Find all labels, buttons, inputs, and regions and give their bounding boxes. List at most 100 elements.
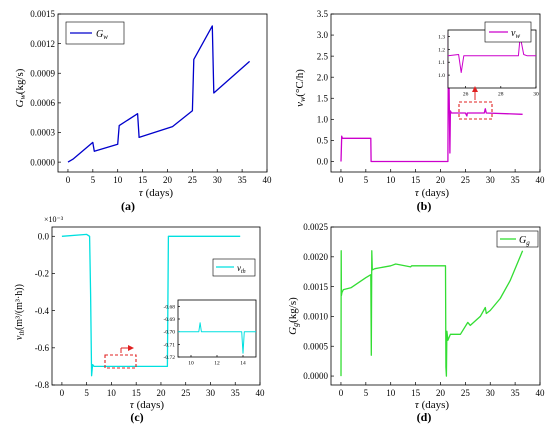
panel-c-xtick-label-0: 0 — [60, 388, 65, 398]
panel-b-ytick-label-0: 0.0 — [317, 157, 329, 167]
panel-b-ylabel: vw(°C/h) — [294, 69, 307, 107]
panel-b-inset-ytick-label-2: 1.2 — [438, 47, 445, 53]
panel-b-zoom-box — [458, 101, 493, 120]
panel-b-inset-xtick-label-0: 26 — [463, 92, 469, 98]
panel-c-ytick-label-3: -0.6 — [35, 343, 50, 353]
panel-b-xtick-label-4: 20 — [436, 175, 446, 185]
panel-d-xtick-label-7: 35 — [511, 388, 521, 398]
panel-c-xtick-label-8: 40 — [256, 388, 266, 398]
panel-d: (d) 0 5 10 15 20 25 30 35 40 0.0000 0.0005 0.0010 0.… — [287, 222, 545, 424]
panel-c-ytick-label-0: 0.0 — [38, 231, 50, 241]
panel-d-frame — [330, 226, 541, 386]
panel-c-inset-ytick-label-3: -0.71 — [164, 342, 176, 348]
panel-a-xtick-label-5: 25 — [188, 175, 198, 185]
panel-c-axes: 0 5 10 15 20 25 30 35 40 0.0 -0.2 -0.4 -0.6 -0.8 — [35, 226, 266, 398]
panel-b-inset-line — [447, 35, 536, 73]
panel-d-xtick-label-2: 10 — [386, 388, 396, 398]
legend-a-sub: w — [103, 33, 108, 41]
panel-c-scale-note: ×10⁻³ — [44, 215, 64, 224]
panel-c-ytick-label-4: -0.8 — [35, 380, 50, 390]
panel-b-xtick-label-3: 15 — [411, 175, 421, 185]
panel-c-xlabel: τ (days) — [130, 399, 165, 411]
legend-d-main: G — [519, 235, 526, 246]
panel-b-xtick-label-2: 10 — [386, 175, 396, 185]
panel-a-ylabel: Gw(kg/s) — [14, 68, 27, 107]
panel-a-xtick-label-1: 5 — [91, 175, 96, 185]
panel-a-xtick-label-2: 10 — [113, 175, 123, 185]
legend-d-sub: g — [526, 239, 530, 247]
svg-text:vw: vw — [511, 28, 520, 40]
panel-a-xtick-label-0: 0 — [66, 175, 71, 185]
panel-d-series — [340, 250, 524, 377]
panel-b-xtick-label-5: 25 — [461, 175, 471, 185]
panel-a: (a) 0 5 10 15 20 25 30 35 40 0.0000 0.0003 0.0006 0.… — [14, 9, 272, 213]
panel-d-legend: Gg — [496, 230, 539, 248]
panel-b-ytick-label-3: 1.5 — [317, 93, 329, 103]
panel-d-ytick-label-2: 0.0010 — [303, 312, 328, 322]
panel-d-label: (d) — [417, 410, 432, 424]
panel-b-axes: 0 5 10 15 20 25 30 35 40 0.0 0.5 1.0 1.5 2.0 2.5 3.0 3.5 — [317, 9, 545, 185]
panel-c-legend: vth — [212, 258, 256, 277]
panel-d-ytick-label-5: 0.0025 — [303, 222, 328, 232]
panel-b-ytick-label-1: 0.5 — [317, 136, 329, 146]
panel-b-inset-xtick-label-1: 28 — [498, 92, 504, 98]
panel-d-ytick-label-4: 0.0020 — [303, 252, 328, 262]
panel-b-xtick-label-0: 0 — [339, 175, 344, 185]
panel-b-legend: vw — [484, 21, 532, 43]
panel-b: (b) 0 5 10 15 20 25 30 35 40 0.0 0.5 1.0 1.5 2.0 2.5 3.… — [294, 9, 545, 213]
panel-a-xtick-label-6: 30 — [213, 175, 223, 185]
panel-b-inset-xtick-label-2: 30 — [533, 92, 539, 98]
panel-c-xtick-label-1: 5 — [84, 388, 89, 398]
panel-b-xtick-label-6: 30 — [486, 175, 496, 185]
panel-b-inset-ytick-label-1: 1.1 — [438, 60, 445, 66]
panel-b-xtick-label-8: 40 — [536, 175, 546, 185]
panel-b-inset-ytick-label-0: 1.0 — [438, 73, 445, 79]
panel-d-ylabel: Gg(kg/s) — [287, 297, 300, 335]
panel-a-ytick-label-5: 0.0015 — [30, 9, 55, 19]
panel-c-ytick-label-1: -0.2 — [35, 269, 49, 279]
panel-c-xtick-label-2: 10 — [107, 388, 117, 398]
panel-a-legend: Gw — [65, 21, 125, 45]
panel-a-frame — [57, 13, 268, 173]
panel-d-ytick-label-3: 0.0015 — [303, 282, 328, 292]
panel-c-inset-ytick-label-0: -0.68 — [164, 304, 176, 310]
panel-c-inset-xtick-label-0: 10 — [188, 361, 194, 367]
panel-d-xtick-label-8: 40 — [536, 388, 546, 398]
panel-b-xtick-label-1: 5 — [364, 175, 369, 185]
panel-c-xtick-label-3: 15 — [132, 388, 142, 398]
svg-text:vth: vth — [237, 263, 246, 275]
legend-c-main: v — [237, 263, 241, 273]
panel-b-label: (b) — [417, 199, 432, 213]
svg-text:Gg: Gg — [519, 235, 530, 247]
panel-b-inset-ytick-label-3: 1.3 — [438, 34, 445, 40]
panel-d-xlabel: τ (days) — [415, 399, 450, 411]
panel-a-series — [67, 25, 251, 163]
panel-c-inset-line — [178, 322, 256, 354]
panel-b-ytick-label-2: 1.0 — [317, 114, 329, 124]
panel-c: (c) ×10⁻³ 0 5 10 15 20 25 30 35 40 0.0 -0.2 -0.4 -0.… — [14, 215, 265, 424]
panel-d-xtick-label-0: 0 — [339, 388, 344, 398]
panel-c-inset-xtick-label-1: 12 — [214, 361, 220, 367]
panel-a-xtick-label-4: 20 — [163, 175, 173, 185]
panel-b-ytick-label-4: 2.0 — [317, 72, 329, 82]
panel-b-xlabel: τ (days) — [415, 187, 450, 199]
panel-c-inset-bg — [178, 300, 256, 357]
panel-c-series-line-0 — [61, 233, 241, 377]
panel-b-ytick-label-6: 3.0 — [317, 30, 329, 40]
panel-b-series — [340, 32, 523, 163]
panel-a-xtick-label-7: 35 — [238, 175, 248, 185]
panel-a-ytick-label-0: 0.0000 — [30, 157, 55, 167]
panel-d-series-line-0 — [340, 250, 524, 377]
panel-d-ytick-label-1: 0.0005 — [303, 341, 328, 351]
panel-a-xtick-label-8: 40 — [263, 175, 273, 185]
panel-c-label: (c) — [130, 410, 143, 424]
panel-c-xtick-label-6: 30 — [206, 388, 216, 398]
panel-d-xtick-label-4: 20 — [436, 388, 446, 398]
panel-d-xtick-label-1: 5 — [364, 388, 369, 398]
panel-c-xtick-label-7: 35 — [231, 388, 241, 398]
panel-b-series-line-0 — [340, 32, 523, 163]
legend-a-main: G — [96, 29, 103, 40]
panel-c-xtick-label-4: 20 — [156, 388, 166, 398]
panel-a-xlabel: τ (days) — [139, 187, 174, 199]
